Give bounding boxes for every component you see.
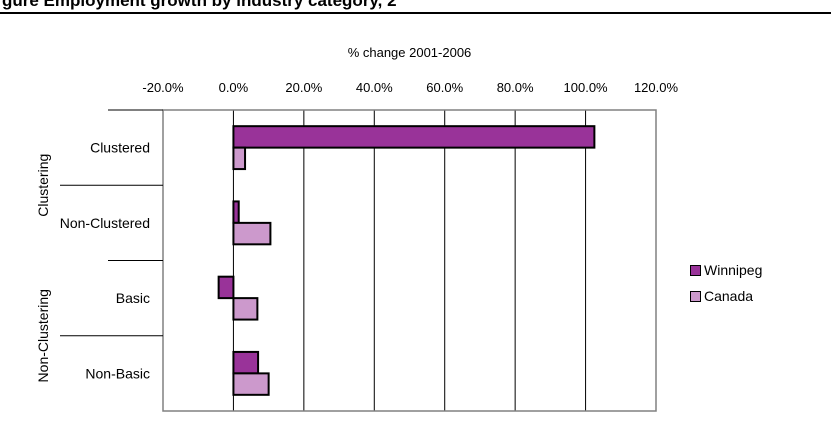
bar-canada-clustered — [232, 146, 247, 171]
legend-label-canada: Canada — [704, 288, 754, 304]
bar-canada-non-basic — [232, 372, 270, 396]
legend-item-winnipeg: Winnipeg — [690, 262, 762, 278]
legend-swatch-winnipeg — [690, 264, 701, 276]
axis-title: % change 2001-2006 — [348, 45, 472, 60]
category-label: Basic — [116, 290, 150, 306]
bar-winnipeg-non-clustered — [232, 200, 240, 224]
x-tick-label: 80.0% — [497, 80, 534, 95]
legend-label-winnipeg: Winnipeg — [704, 262, 763, 278]
x-tick-label: 40.0% — [356, 80, 393, 95]
legend-item-canada: Canada — [690, 288, 753, 304]
x-tick-label: 60.0% — [426, 80, 463, 95]
legend: Winnipeg Canada — [684, 255, 774, 319]
x-tick-label: -20.0% — [142, 80, 184, 95]
x-tick-label: 0.0% — [219, 80, 249, 95]
x-tick-label: 100.0% — [564, 80, 609, 95]
legend-swatch-canada — [690, 290, 701, 302]
bar-winnipeg-clustered — [232, 125, 596, 149]
group-label: Clustering — [35, 154, 51, 217]
bar-winnipeg-basic — [217, 275, 235, 300]
group-label: Non-Clustering — [35, 289, 51, 382]
x-tick-label: 20.0% — [285, 80, 322, 95]
category-label: Non-Basic — [85, 365, 150, 381]
page-title: gure Employment growth by industry categ… — [0, 0, 831, 14]
bar-winnipeg-non-basic — [232, 350, 260, 375]
category-label: Clustered — [90, 140, 150, 156]
bar-canada-non-clustered — [232, 221, 272, 246]
bar-canada-basic — [232, 297, 259, 321]
category-label: Non-Clustered — [60, 215, 150, 231]
x-tick-label: 120.0% — [634, 80, 679, 95]
